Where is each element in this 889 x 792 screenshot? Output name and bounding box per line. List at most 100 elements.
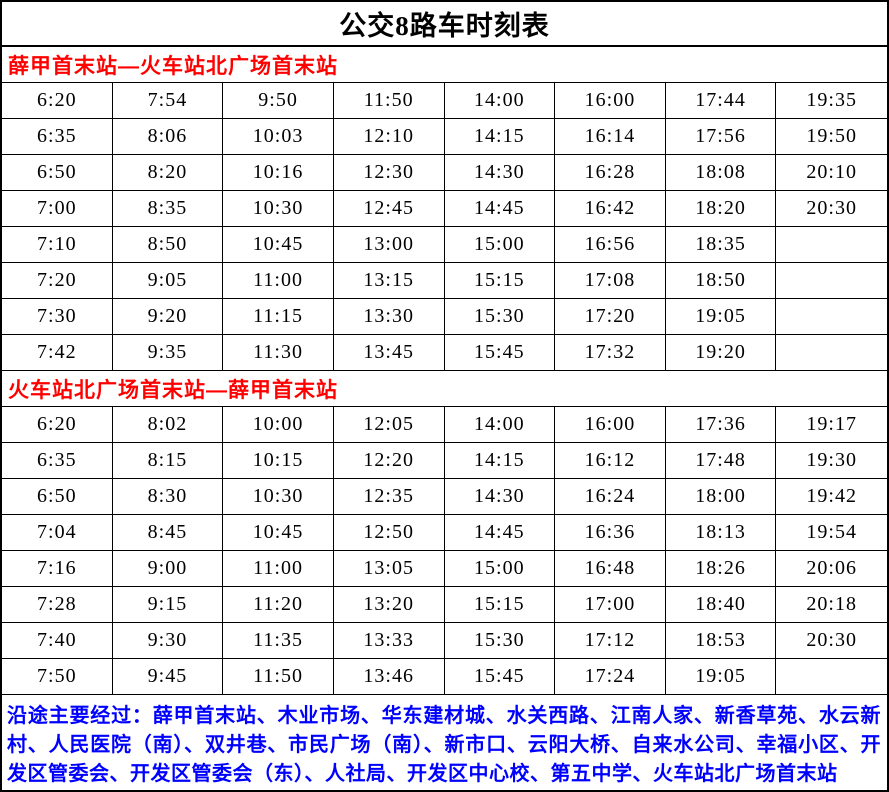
time-cell: 7:16 xyxy=(2,551,113,587)
time-cell xyxy=(776,659,887,695)
time-cell: 7:42 xyxy=(2,335,113,371)
time-cell: 7:00 xyxy=(2,191,113,227)
time-cell: 16:56 xyxy=(555,227,666,263)
time-cell: 17:24 xyxy=(555,659,666,695)
time-cell: 9:50 xyxy=(223,83,334,119)
time-cell: 6:50 xyxy=(2,155,113,191)
time-cell: 6:35 xyxy=(2,443,113,479)
time-cell: 17:36 xyxy=(665,407,777,443)
time-cell: 12:05 xyxy=(333,407,445,443)
time-cell: 8:35 xyxy=(112,191,224,227)
time-cell: 16:36 xyxy=(555,515,666,551)
time-cell: 8:20 xyxy=(112,155,224,191)
time-cell: 15:30 xyxy=(444,623,556,659)
time-cell: 17:44 xyxy=(665,83,777,119)
time-cell: 8:15 xyxy=(112,443,224,479)
time-cell: 15:30 xyxy=(444,299,556,335)
time-cell: 15:00 xyxy=(444,551,556,587)
time-cell: 14:15 xyxy=(444,443,556,479)
time-cell: 13:46 xyxy=(333,659,445,695)
time-cell xyxy=(776,299,887,335)
time-cell: 19:20 xyxy=(665,335,777,371)
time-cell: 15:45 xyxy=(444,335,556,371)
time-cell: 20:30 xyxy=(776,623,887,659)
time-cell: 10:15 xyxy=(223,443,334,479)
time-cell: 11:50 xyxy=(333,83,445,119)
time-cell: 16:42 xyxy=(555,191,666,227)
time-cell: 13:00 xyxy=(333,227,445,263)
time-cell: 12:20 xyxy=(333,443,445,479)
time-cell: 8:50 xyxy=(112,227,224,263)
time-cell: 19:35 xyxy=(776,83,887,119)
time-cell: 9:00 xyxy=(112,551,224,587)
direction-2-time-grid: 6:20 8:02 10:00 12:05 14:00 16:00 17:36 19:17 6:… xyxy=(2,407,887,695)
direction-1-header: 薛甲首末站—火车站北广场首末站 xyxy=(2,47,887,83)
time-cell xyxy=(776,227,887,263)
time-cell: 9:20 xyxy=(112,299,224,335)
time-cell: 18:53 xyxy=(665,623,777,659)
time-cell: 12:35 xyxy=(333,479,445,515)
time-cell: 7:04 xyxy=(2,515,113,551)
time-cell: 11:35 xyxy=(223,623,334,659)
time-cell: 18:26 xyxy=(665,551,777,587)
route-stops-note: 沿途主要经过：薛甲首末站、木业市场、华东建材城、水关西路、江南人家、新香草苑、水… xyxy=(7,705,881,785)
time-cell: 6:20 xyxy=(2,83,113,119)
time-cell: 7:50 xyxy=(2,659,113,695)
time-cell: 19:42 xyxy=(776,479,887,515)
time-cell: 11:15 xyxy=(223,299,334,335)
time-cell: 12:30 xyxy=(333,155,445,191)
time-cell: 9:05 xyxy=(112,263,224,299)
time-cell: 19:30 xyxy=(776,443,887,479)
time-cell: 14:00 xyxy=(444,83,556,119)
time-cell: 11:50 xyxy=(223,659,334,695)
time-cell: 14:30 xyxy=(444,155,556,191)
time-cell: 14:30 xyxy=(444,479,556,515)
time-cell: 14:45 xyxy=(444,515,556,551)
time-cell: 10:30 xyxy=(223,191,334,227)
time-cell: 17:00 xyxy=(555,587,666,623)
time-cell: 10:45 xyxy=(223,227,334,263)
time-cell: 10:45 xyxy=(223,515,334,551)
time-cell: 18:40 xyxy=(665,587,777,623)
time-cell: 7:20 xyxy=(2,263,113,299)
time-cell: 16:48 xyxy=(555,551,666,587)
time-cell: 9:45 xyxy=(112,659,224,695)
time-cell: 14:45 xyxy=(444,191,556,227)
direction-2-header: 火车站北广场首末站—薛甲首末站 xyxy=(2,371,887,407)
time-cell: 20:06 xyxy=(776,551,887,587)
time-cell: 11:20 xyxy=(223,587,334,623)
time-cell: 6:35 xyxy=(2,119,113,155)
time-cell: 19:05 xyxy=(665,299,777,335)
time-cell: 17:12 xyxy=(555,623,666,659)
time-cell: 18:13 xyxy=(665,515,777,551)
time-cell: 7:10 xyxy=(2,227,113,263)
time-cell: 18:20 xyxy=(665,191,777,227)
time-cell: 19:17 xyxy=(776,407,887,443)
time-cell: 13:20 xyxy=(333,587,445,623)
time-cell: 17:20 xyxy=(555,299,666,335)
time-cell: 17:48 xyxy=(665,443,777,479)
time-cell: 16:00 xyxy=(555,83,666,119)
time-cell: 14:00 xyxy=(444,407,556,443)
time-cell: 7:40 xyxy=(2,623,113,659)
time-cell: 20:10 xyxy=(776,155,887,191)
time-cell: 15:45 xyxy=(444,659,556,695)
time-cell: 9:30 xyxy=(112,623,224,659)
time-cell: 12:50 xyxy=(333,515,445,551)
time-cell: 11:00 xyxy=(223,263,334,299)
time-cell: 13:33 xyxy=(333,623,445,659)
time-cell: 19:54 xyxy=(776,515,887,551)
direction-1-time-grid: 6:20 7:54 9:50 11:50 14:00 16:00 17:44 19:35 6:3… xyxy=(2,83,887,371)
time-cell: 18:00 xyxy=(665,479,777,515)
time-cell xyxy=(776,263,887,299)
time-cell: 13:45 xyxy=(333,335,445,371)
time-cell: 6:50 xyxy=(2,479,113,515)
time-cell: 16:00 xyxy=(555,407,666,443)
time-cell: 16:12 xyxy=(555,443,666,479)
time-cell: 19:05 xyxy=(665,659,777,695)
time-cell: 7:54 xyxy=(112,83,224,119)
time-cell: 8:30 xyxy=(112,479,224,515)
time-cell: 13:30 xyxy=(333,299,445,335)
time-cell: 12:10 xyxy=(333,119,445,155)
